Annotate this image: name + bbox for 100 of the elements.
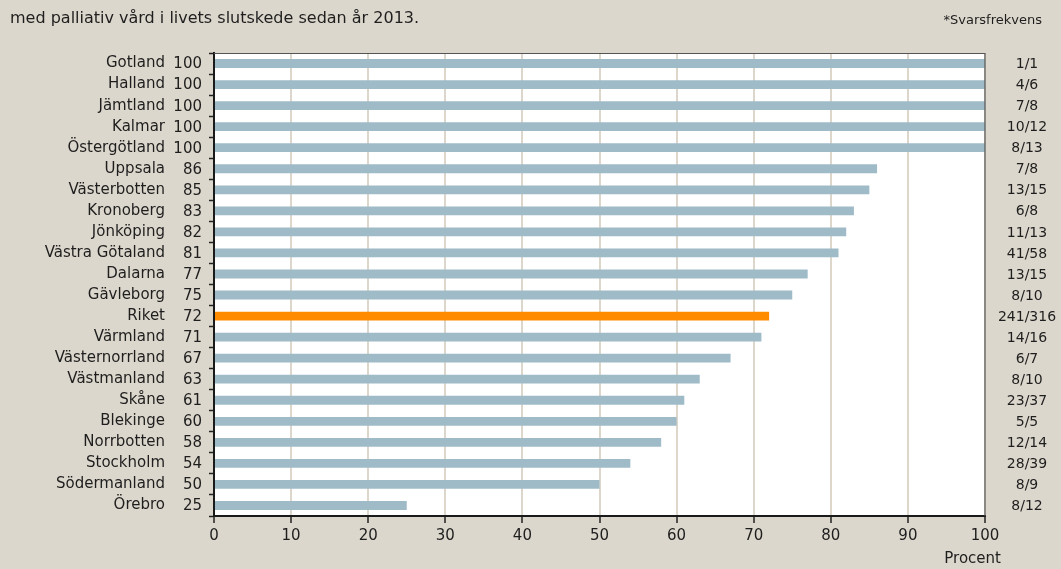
- y-tick-label: Södermanland: [55, 474, 165, 493]
- data-label: 82: [182, 222, 202, 241]
- data-label: 83: [182, 201, 202, 220]
- x-tick-label: 10: [281, 525, 301, 544]
- y-tick-label: Blekinge: [100, 411, 165, 430]
- y-tick-label: Värmland: [93, 327, 165, 345]
- chart-title: med palliativ vård i livets slutskede sedan år 2013.: [10, 8, 420, 28]
- y-tick-label: Skåne: [119, 390, 165, 409]
- y-tick-label: Dalarna: [106, 263, 165, 282]
- y-tick-label: Västerbotten: [68, 179, 165, 198]
- bar: [215, 437, 662, 447]
- text: 14/16: [1006, 328, 1048, 345]
- x-tick-label: 20: [358, 525, 378, 544]
- data-label: 58: [182, 433, 202, 452]
- y-tick-label: Jämtland: [97, 95, 165, 114]
- bar: [215, 143, 985, 153]
- x-tick-label: 0: [209, 525, 219, 544]
- text: 41/58: [1006, 244, 1048, 261]
- bar: [215, 501, 407, 510]
- text: 6/7: [1015, 349, 1039, 366]
- text: 10/12: [1006, 118, 1048, 135]
- y-tick-label: Riket: [127, 305, 166, 324]
- x-axis-title: Procent: [944, 548, 1002, 567]
- data-label: 77: [182, 264, 202, 283]
- bar: [215, 480, 600, 489]
- y-tick-label: Stockholm: [86, 453, 165, 472]
- bar: [215, 101, 985, 111]
- data-label: 60: [182, 412, 202, 431]
- data-label: 100: [173, 75, 202, 94]
- bar: [215, 164, 878, 174]
- x-tick-label: 60: [667, 525, 687, 544]
- y-tick-label: Uppsala: [104, 158, 165, 177]
- text: 4/6: [1015, 76, 1039, 93]
- bar: [215, 227, 847, 237]
- bar: [215, 269, 808, 279]
- text: 7/8: [1015, 160, 1039, 177]
- bar: [215, 395, 685, 405]
- x-tick-label: 70: [744, 525, 764, 544]
- data-label: 72: [182, 306, 202, 325]
- data-label: 75: [182, 285, 202, 304]
- x-tick-label: 100: [970, 525, 1000, 544]
- y-tick-label: Östergötland: [67, 136, 165, 156]
- y-tick-label: Halland: [107, 74, 165, 93]
- data-label: 86: [182, 159, 202, 178]
- data-label: 50: [182, 475, 202, 494]
- text: 8/13: [1011, 139, 1043, 156]
- x-tick-label: 40: [512, 525, 532, 544]
- data-label: 100: [173, 117, 202, 136]
- data-label: 63: [182, 370, 202, 389]
- bar: [215, 353, 731, 363]
- bar: [215, 206, 854, 216]
- x-tick-label: 30: [435, 525, 455, 544]
- data-label: 81: [182, 243, 202, 262]
- data-label: 100: [173, 138, 202, 157]
- bar: [215, 248, 839, 258]
- x-tick-label: 50: [589, 525, 610, 544]
- text: 11/13: [1006, 223, 1048, 240]
- bar: [215, 332, 762, 342]
- bar: [215, 416, 677, 426]
- text: 13/15: [1006, 265, 1048, 282]
- text: 23/37: [1006, 391, 1048, 408]
- y-tick-label: Västra Götaland: [44, 242, 165, 261]
- text: 1/1: [1015, 55, 1039, 72]
- text: 241/316: [997, 307, 1057, 324]
- data-label: 54: [182, 454, 202, 473]
- x-tick-label: 90: [898, 525, 918, 544]
- y-tick-label: Kalmar: [112, 116, 166, 135]
- data-label: 71: [182, 328, 202, 346]
- bar: [215, 80, 985, 89]
- y-tick-label: Örebro: [113, 494, 165, 514]
- y-tick-label: Norrbotten: [83, 432, 165, 451]
- bar: [215, 185, 870, 195]
- text: 8/10: [1011, 370, 1043, 387]
- bar: [215, 311, 770, 321]
- bar: [215, 122, 985, 132]
- data-label: 61: [182, 391, 202, 410]
- bar: [215, 458, 631, 468]
- text: 13/15: [1006, 181, 1048, 198]
- x-tick-label: 80: [821, 525, 841, 544]
- text: 7/8: [1015, 97, 1039, 114]
- text: 8/12: [1011, 497, 1043, 514]
- bar: [215, 290, 793, 300]
- data-label: 100: [173, 96, 202, 115]
- y-tick-label: Kronoberg: [87, 200, 165, 219]
- text: *Svarsfrekvens: [943, 12, 1043, 28]
- y-tick-label: Västernorrland: [54, 348, 165, 367]
- y-tick-label: Västmanland: [67, 369, 165, 388]
- text: 6/8: [1015, 202, 1039, 219]
- bar: [215, 374, 700, 384]
- bar: [215, 59, 985, 68]
- data-label: 25: [182, 496, 202, 515]
- y-tick-label: Gävleborg: [87, 284, 165, 303]
- data-label: 100: [173, 54, 202, 73]
- text: 8/10: [1011, 286, 1043, 303]
- y-tick-label: Jönköping: [90, 221, 165, 240]
- text: 28/39: [1006, 455, 1048, 472]
- data-label: 85: [182, 180, 202, 199]
- data-label: 67: [182, 349, 202, 368]
- text: 5/5: [1015, 412, 1039, 429]
- y-tick-label: Gotland: [105, 53, 165, 72]
